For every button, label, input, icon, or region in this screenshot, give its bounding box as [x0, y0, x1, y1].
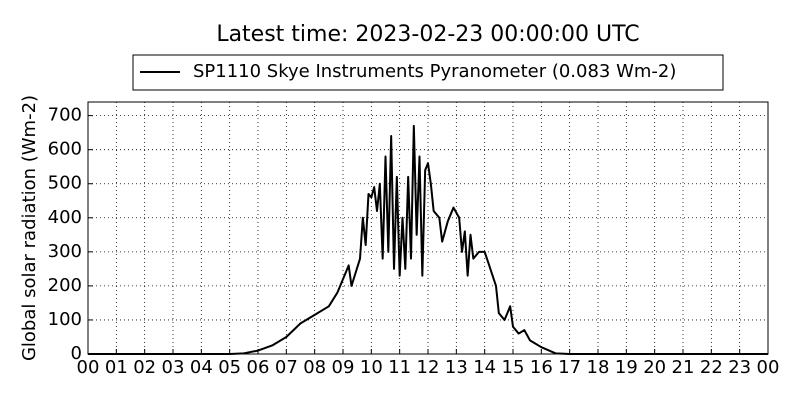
y-tick-label: 0	[71, 343, 82, 364]
x-tick-label: 02	[133, 357, 156, 378]
x-tick-label: 10	[360, 357, 383, 378]
x-tick-label: 09	[332, 357, 355, 378]
x-tick-label: 12	[417, 357, 440, 378]
x-tick-label: 05	[218, 357, 241, 378]
y-axis-label: Global solar radiation (Wm-2)	[19, 95, 40, 361]
legend-label: SP1110 Skye Instruments Pyranometer (0.0…	[193, 61, 676, 82]
y-tick-label: 100	[48, 309, 82, 330]
x-tick-label: 11	[388, 357, 411, 378]
x-tick-label: 14	[473, 357, 496, 378]
x-tick-label: 15	[502, 357, 525, 378]
y-tick-label: 700	[48, 105, 82, 126]
x-tick-label: 00	[77, 357, 100, 378]
y-tick-label: 600	[48, 139, 82, 160]
y-tick-label: 200	[48, 275, 82, 296]
x-tick-label: 18	[587, 357, 610, 378]
x-tick-label: 04	[190, 357, 213, 378]
y-tick-label: 300	[48, 241, 82, 262]
x-tick-label: 07	[275, 357, 298, 378]
x-tick-label: 00	[757, 357, 780, 378]
data-line	[88, 124, 768, 355]
x-tick-label: 16	[530, 357, 553, 378]
chart-title: Latest time: 2023-02-23 00:00:00 UTC	[216, 22, 639, 47]
x-tick-label: 22	[700, 357, 723, 378]
plot-frame	[87, 101, 769, 355]
x-tick-label: 17	[558, 357, 581, 378]
x-tick-label: 23	[728, 357, 751, 378]
x-tick-label: 03	[162, 357, 185, 378]
x-tick-label: 01	[105, 357, 128, 378]
x-tick-label: 19	[615, 357, 638, 378]
y-tick-label: 500	[48, 173, 82, 194]
x-tick-label: 06	[247, 357, 270, 378]
x-tick-label: 13	[445, 357, 468, 378]
x-tick-label: 20	[643, 357, 666, 378]
x-tick-label: 21	[672, 357, 695, 378]
y-tick-label: 400	[48, 207, 82, 228]
x-tick-label: 08	[303, 357, 326, 378]
legend-box	[132, 54, 724, 91]
